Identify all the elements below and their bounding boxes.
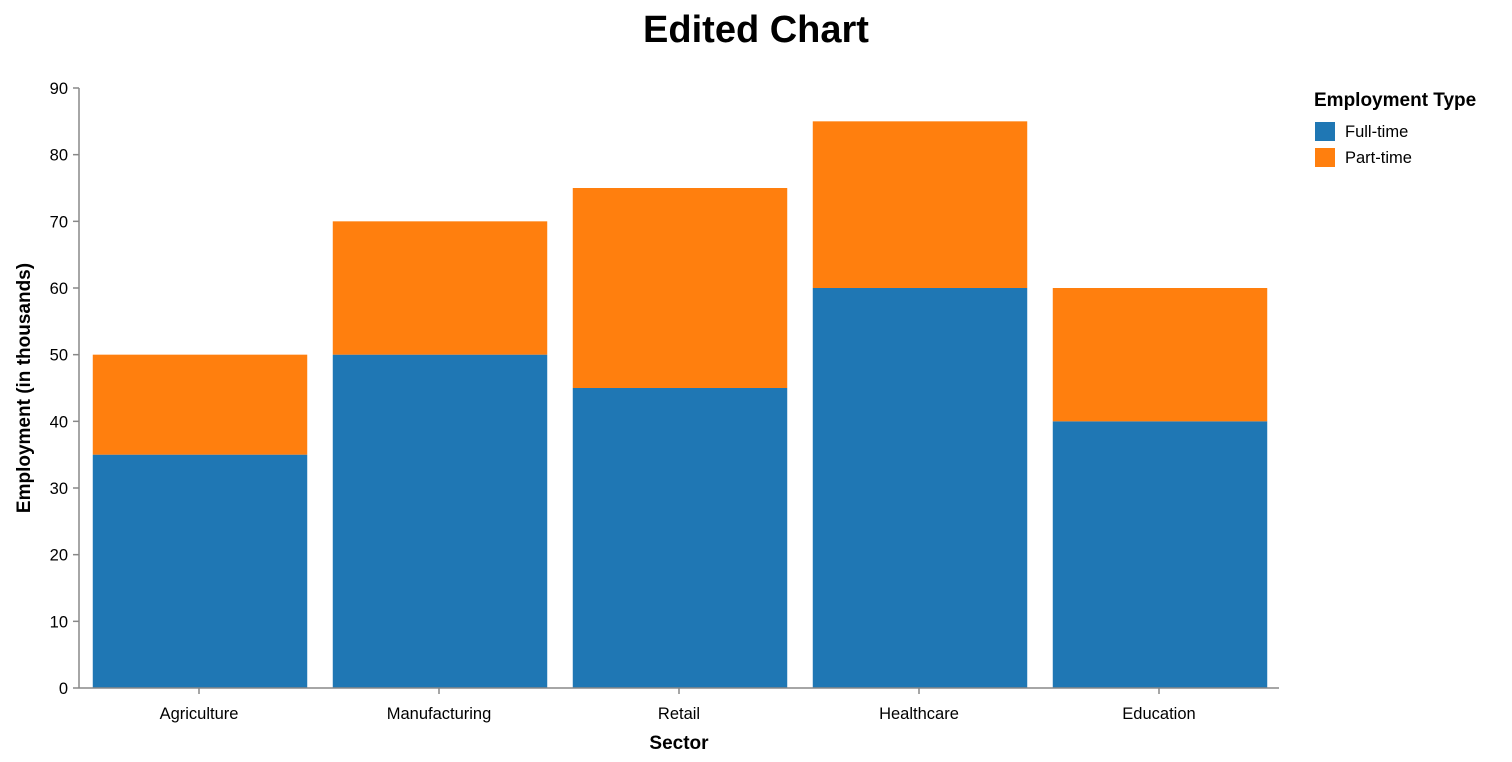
bar-education-full-time — [1052, 421, 1268, 688]
y-tick-label: 20 — [50, 547, 68, 565]
y-tick-label: 40 — [50, 413, 68, 431]
legend-swatch — [1315, 122, 1335, 141]
legend-item-part-time: Part-time — [1315, 148, 1412, 167]
x-tick-label: Agriculture — [160, 705, 239, 723]
x-axis-title: Sector — [649, 733, 709, 754]
legend-label: Part-time — [1345, 149, 1412, 167]
x-tick-label: Manufacturing — [387, 705, 492, 723]
legend-title: Employment Type — [1314, 90, 1476, 111]
bar-retail-full-time — [572, 388, 788, 688]
bar-agriculture-part-time — [92, 354, 308, 455]
y-tick-label: 60 — [50, 280, 68, 298]
x-axis: Agriculture Manufacturing Retail Healthcare… — [79, 687, 1279, 723]
x-tick-label: Education — [1122, 705, 1195, 723]
chart-title: Edited Chart — [643, 9, 869, 51]
bar-retail-part-time — [572, 188, 788, 388]
legend-swatch — [1315, 148, 1335, 167]
y-tick-label: 10 — [50, 613, 68, 631]
legend-label: Full-time — [1345, 123, 1408, 141]
y-tick-label: 90 — [50, 80, 68, 98]
bar-education-part-time — [1052, 288, 1268, 422]
bar-healthcare-full-time — [812, 288, 1028, 688]
legend-item-full-time: Full-time — [1315, 122, 1408, 141]
legend: Employment Type Full-time Part-time — [1314, 90, 1476, 167]
y-tick-label: 30 — [50, 480, 68, 498]
bar-healthcare-part-time — [812, 121, 1028, 288]
y-tick-label: 70 — [50, 213, 68, 231]
bar-manufacturing-full-time — [332, 354, 548, 688]
y-tick-label: 0 — [59, 680, 68, 698]
y-axis: 0 10 20 30 40 50 60 70 80 90 — [50, 80, 80, 698]
bars-layer — [92, 121, 1268, 688]
x-tick-label: Retail — [658, 705, 700, 723]
legend-items: Full-time Part-time — [1315, 122, 1412, 167]
y-tick-label: 50 — [50, 347, 68, 365]
bar-agriculture-full-time — [92, 454, 308, 688]
bar-manufacturing-part-time — [332, 221, 548, 355]
x-tick-label: Healthcare — [879, 705, 959, 723]
y-axis-title: Employment (in thousands) — [14, 263, 35, 513]
y-tick-label: 80 — [50, 147, 68, 165]
